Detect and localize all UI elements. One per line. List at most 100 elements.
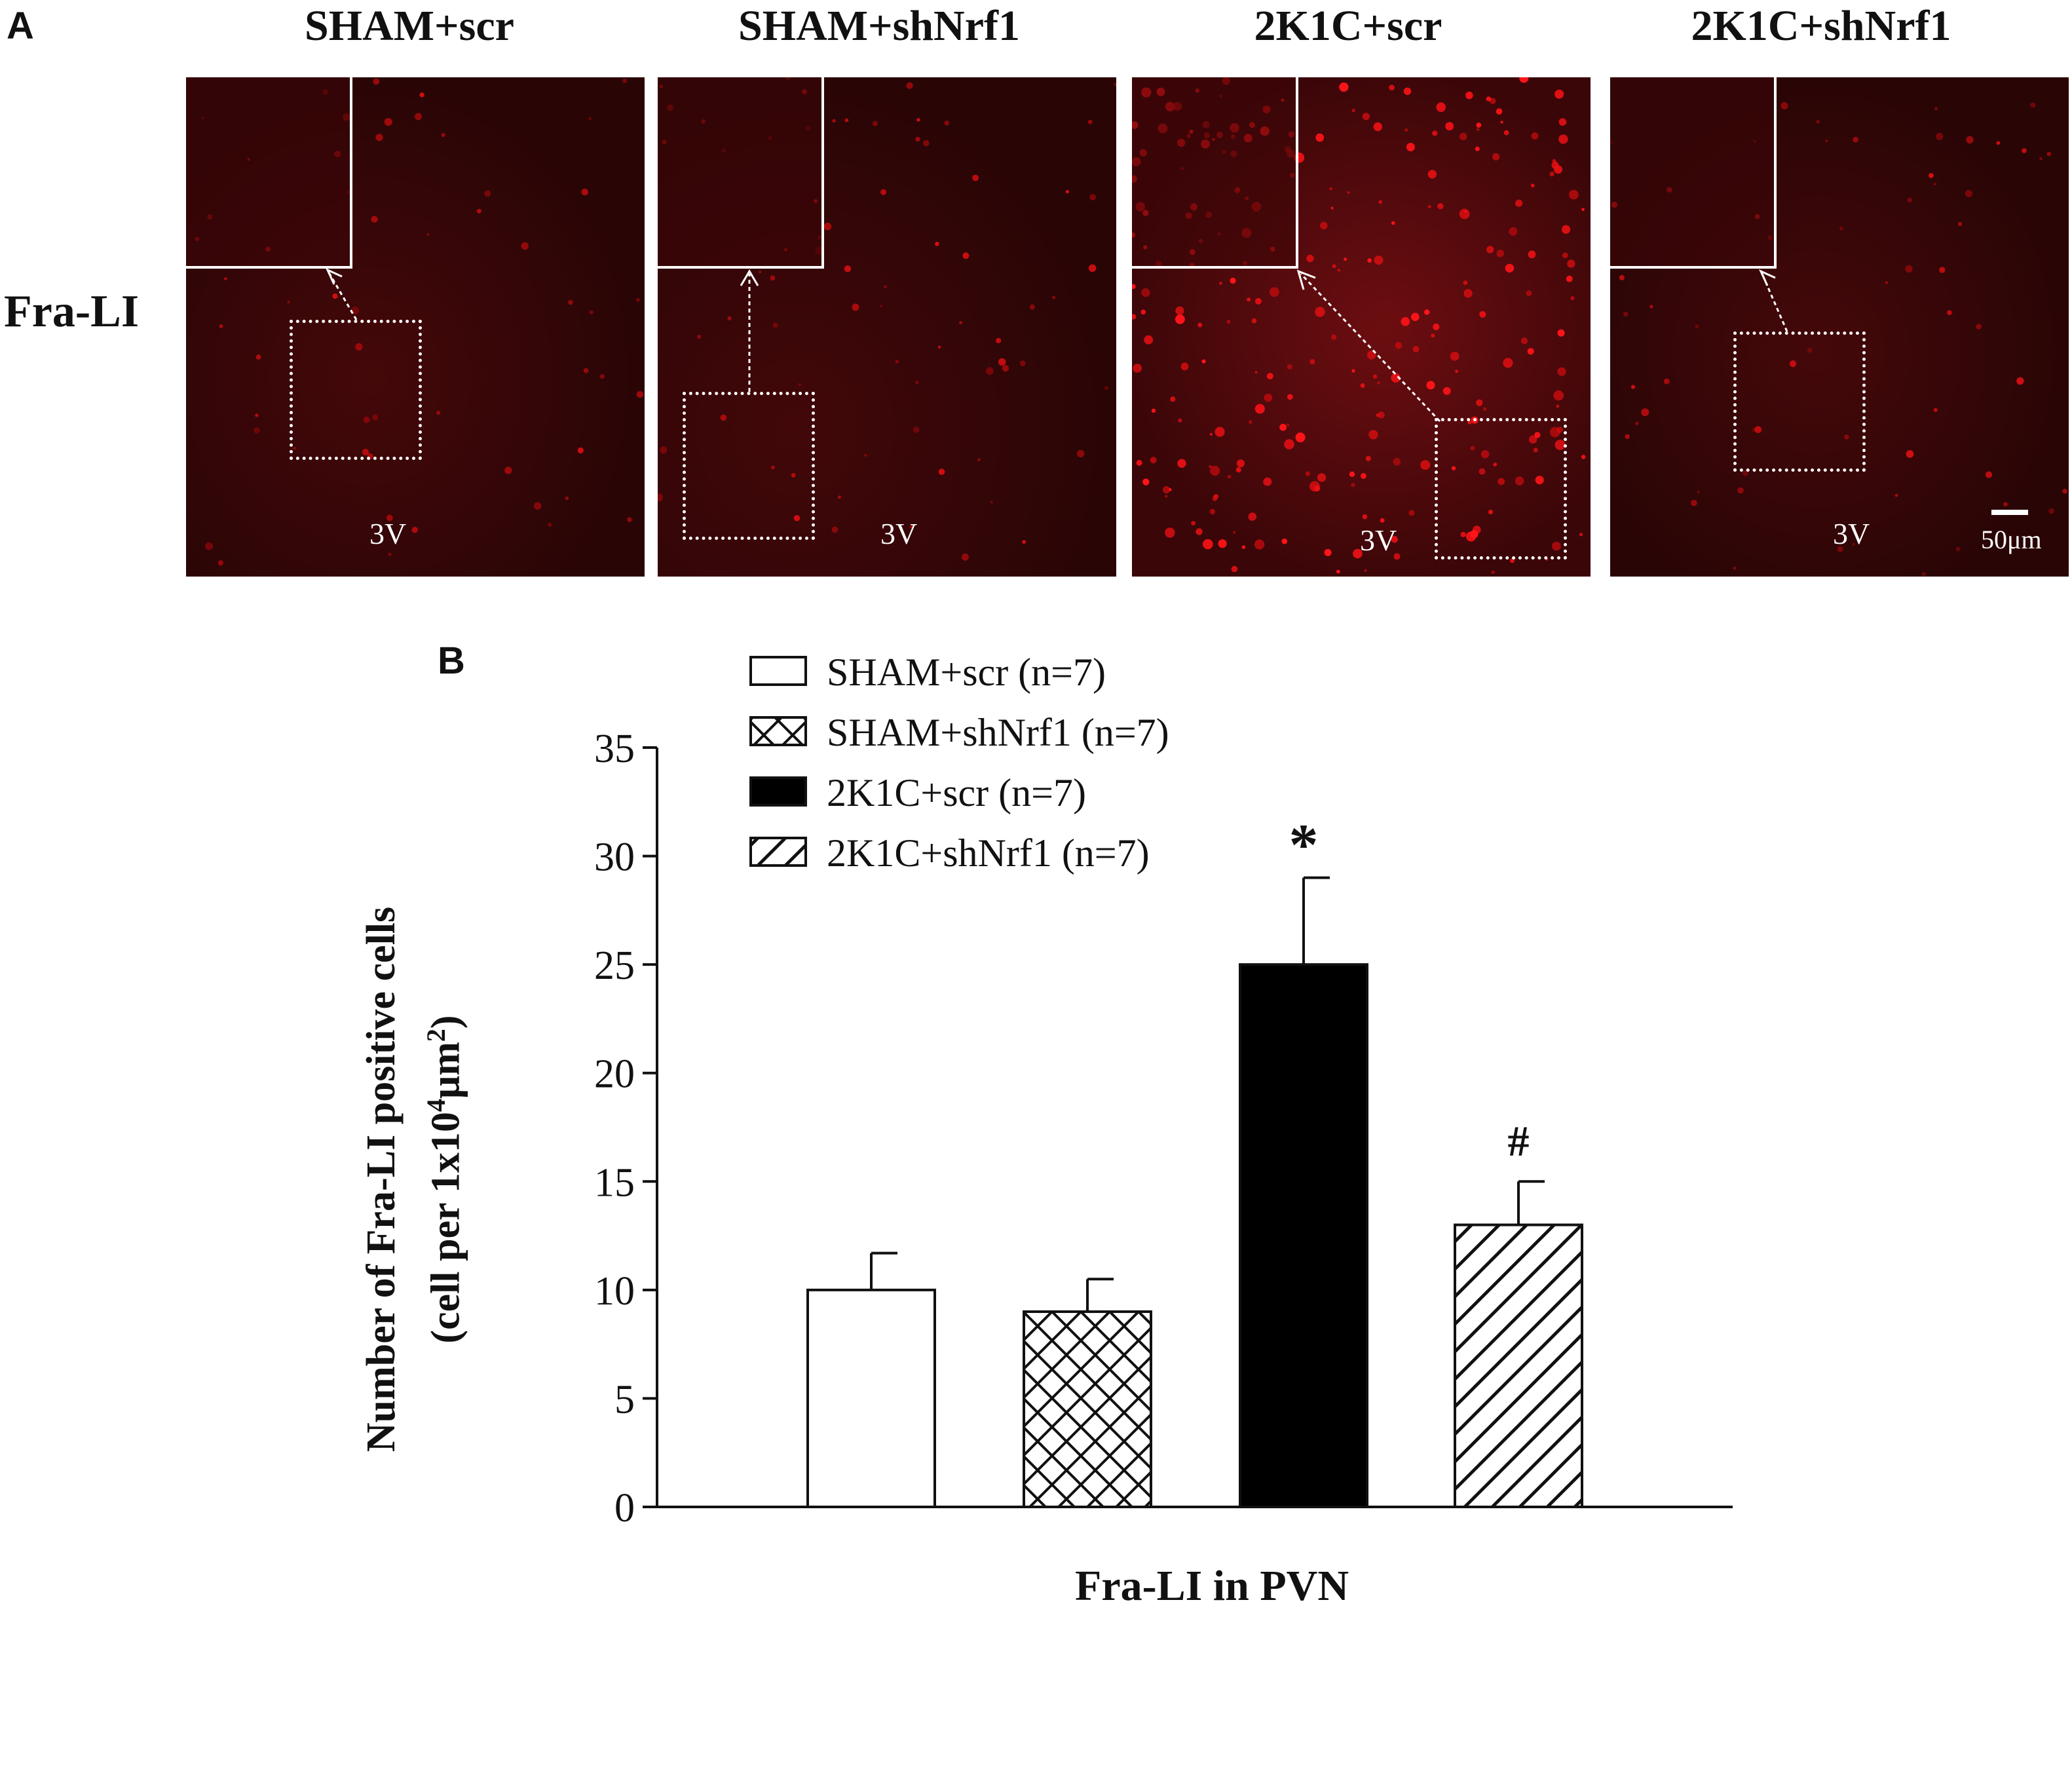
cell-dot — [1432, 130, 1438, 136]
y-axis-unit-exponent2: 2 — [421, 1029, 451, 1042]
cell-dot — [1393, 458, 1401, 466]
cell-dot — [1641, 408, 1649, 417]
cell-dot — [1491, 570, 1495, 575]
cell-dot — [1553, 390, 1564, 401]
cell-dot — [1196, 528, 1203, 535]
cell-dot — [791, 472, 796, 478]
cell-dot — [1906, 450, 1914, 458]
cell-dot — [1985, 471, 1993, 478]
cell-dot — [759, 271, 762, 274]
cell-dot — [1488, 509, 1494, 515]
legend-entry-sham-scr: SHAM+scr (n=7) — [749, 651, 1106, 694]
cell-dot — [1362, 113, 1370, 121]
y-axis-title-line1: Number of Fra-LI positive cells — [359, 906, 404, 1453]
cell-dot — [1475, 146, 1480, 151]
cell-dot — [1427, 170, 1437, 179]
cell-dot — [1144, 335, 1154, 345]
cell-dot — [1691, 499, 1697, 506]
cell-dot — [477, 208, 481, 214]
cell-dot — [1266, 373, 1273, 380]
cell-dot — [1839, 226, 1844, 231]
cell-dot — [727, 316, 732, 321]
cell-dot — [1218, 539, 1227, 548]
cell-dot — [961, 553, 969, 561]
cell-dot — [1241, 545, 1246, 549]
cell-dot — [1248, 512, 1257, 521]
cell-dot — [1510, 558, 1515, 563]
cell-dot — [1305, 471, 1310, 476]
cell-dot — [998, 358, 1006, 366]
cell-dot — [636, 390, 644, 398]
cell-dot — [1218, 282, 1222, 285]
cell-dot — [1408, 510, 1415, 516]
cell-dot — [1132, 284, 1136, 290]
cell-dot — [1364, 569, 1367, 572]
cell-dot — [1442, 387, 1451, 395]
third-ventricle-label: 3V — [369, 517, 407, 550]
cell-dot — [1780, 102, 1788, 110]
cell-dot — [770, 275, 776, 281]
cell-dot — [944, 120, 950, 126]
cell-dot — [1203, 539, 1213, 550]
cell-dot — [1175, 314, 1185, 324]
third-ventricle-label: 3V — [1360, 523, 1397, 557]
cell-dot — [1976, 324, 1982, 330]
cell-dot — [1486, 246, 1494, 254]
cell-dot — [1281, 538, 1288, 544]
cell-dot — [1077, 449, 1085, 458]
cell-dot — [1480, 450, 1490, 459]
cell-dot — [1349, 471, 1355, 477]
cell-dot — [864, 453, 867, 457]
legend-swatch — [749, 776, 807, 807]
cell-dot — [1360, 383, 1365, 388]
cell-dot — [1201, 359, 1206, 364]
cell-dot — [1557, 367, 1566, 376]
cell-dot — [1496, 108, 1503, 115]
cell-dot — [1351, 369, 1355, 373]
y-axis-title: Number of Fra-LI positive cells (cell pe… — [354, 590, 485, 1769]
cell-dot — [1254, 404, 1265, 414]
cell-dot — [386, 514, 393, 522]
cell-dot — [909, 525, 913, 529]
cell-dot — [388, 552, 392, 556]
cell-dot — [293, 446, 297, 450]
y-tick-label: 5 — [614, 1377, 635, 1422]
cell-dot — [2039, 157, 2043, 161]
cell-dot — [205, 542, 213, 550]
cell-dot — [1482, 407, 1487, 411]
cell-dot — [419, 92, 424, 98]
cell-dot — [1426, 381, 1435, 390]
third-ventricle-label: 3V — [880, 517, 918, 550]
cell-dot — [852, 303, 859, 311]
cell-dot — [577, 447, 584, 454]
cell-dot — [1437, 203, 1444, 210]
significance-marker: # — [1508, 1117, 1530, 1165]
cell-dot — [1515, 199, 1523, 207]
cell-dot — [1351, 108, 1355, 113]
cell-dot — [1554, 89, 1564, 99]
cell-dot — [1251, 318, 1257, 324]
panel-b-letter: B — [438, 639, 465, 682]
region-of-interest-box — [290, 320, 422, 460]
cell-dot — [1279, 423, 1287, 431]
cell-dot — [1317, 473, 1327, 482]
cell-dot — [351, 306, 360, 314]
cell-dot — [1309, 359, 1315, 364]
cell-dot — [1528, 435, 1537, 444]
cell-dot — [1052, 295, 1055, 299]
cell-dot — [599, 374, 605, 379]
scale-bar-label: 50μm — [1981, 525, 2042, 554]
cell-dot — [895, 360, 899, 364]
micrograph-sham-scr: 3V — [186, 77, 645, 577]
cell-dot — [1378, 411, 1385, 419]
y-tick-label: 20 — [594, 1052, 635, 1097]
cell-dot — [1295, 432, 1306, 443]
cell-dot — [938, 468, 945, 475]
y-axis-unit-suffix: ) — [423, 1015, 468, 1029]
cell-dot — [1619, 275, 1625, 280]
cell-dot — [2048, 508, 2054, 514]
cell-dot — [1558, 134, 1568, 144]
cell-dot — [1955, 546, 1961, 552]
cell-dot — [1463, 289, 1473, 298]
cell-dot — [1552, 541, 1561, 551]
